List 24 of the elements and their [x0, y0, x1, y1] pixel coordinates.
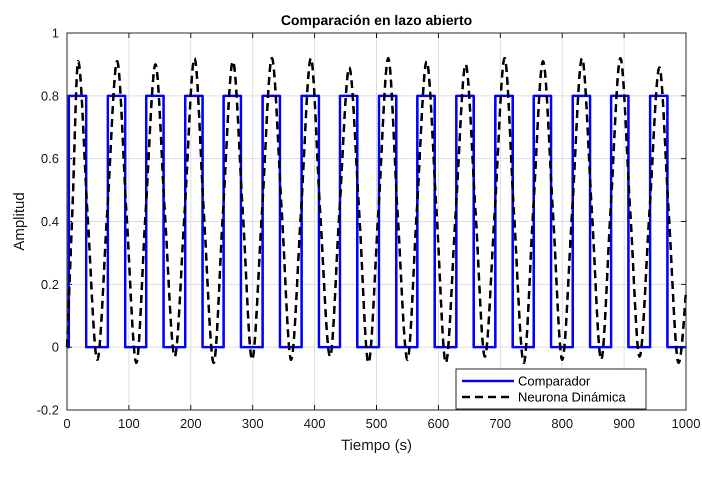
x-tick-label: 500 — [366, 416, 388, 431]
x-tick-label: 700 — [489, 416, 512, 431]
x-tick-label: 200 — [180, 416, 202, 431]
y-tick-label: 0.6 — [40, 151, 59, 166]
x-tick-label: 800 — [551, 416, 574, 431]
y-tick-label: 1 — [52, 26, 59, 41]
x-tick-label: 1000 — [672, 416, 700, 431]
x-axis-title: Tiempo (s) — [340, 437, 412, 454]
x-tick-label: 900 — [613, 416, 635, 431]
y-tick-label: 0 — [52, 340, 59, 355]
legend-label: Comparador — [518, 374, 591, 389]
x-tick-label: 400 — [304, 416, 326, 431]
x-tick-label: 600 — [428, 416, 450, 431]
y-tick-label: 0.4 — [40, 214, 59, 230]
y-tick-label: 0.8 — [40, 88, 59, 104]
y-tick-label: 0.2 — [40, 276, 59, 292]
y-axis-title: Amplitud — [11, 192, 28, 251]
chart-title: Comparación en lazo abierto — [280, 12, 472, 28]
line-series — [66, 56, 688, 364]
x-tick-label: 300 — [242, 416, 264, 431]
x-tick-label: 0 — [63, 416, 71, 431]
legend-label: Neurona Dinámica — [518, 390, 626, 405]
y-tick-label: -0.2 — [36, 402, 59, 418]
x-tick-label: 100 — [118, 416, 140, 431]
